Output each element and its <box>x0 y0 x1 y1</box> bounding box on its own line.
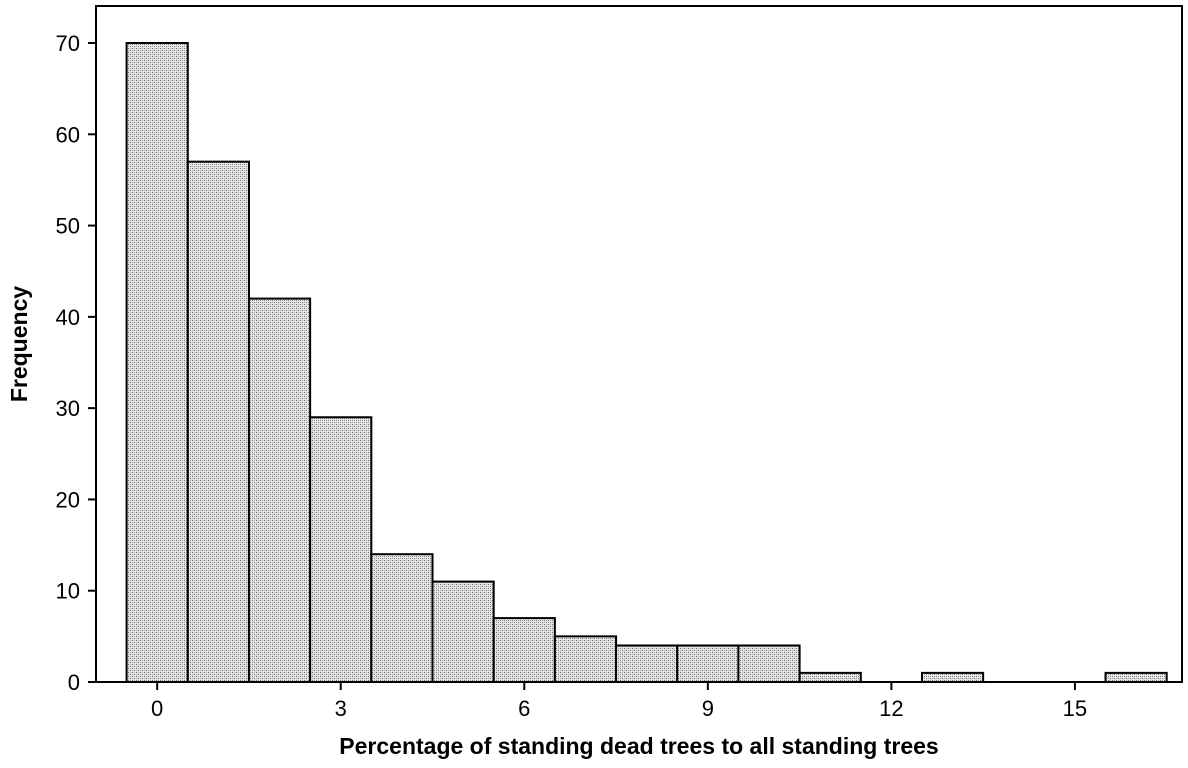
x-tick-label: 15 <box>1063 696 1087 721</box>
y-tick-label: 30 <box>56 396 80 421</box>
y-tick-label: 60 <box>56 122 80 147</box>
histogram-bar <box>676 644 740 684</box>
x-axis-title: Percentage of standing dead trees to all… <box>339 733 938 759</box>
plot-frame <box>95 5 1183 683</box>
y-tick-label: 10 <box>56 579 80 604</box>
y-axis-ticks: 0 10 20 30 40 50 60 70 <box>56 31 96 695</box>
x-tick-label: 6 <box>518 696 530 721</box>
y-tick-label: 50 <box>56 214 80 239</box>
histogram-bars <box>125 42 1168 684</box>
histogram-bar <box>370 553 434 684</box>
histogram-bar <box>431 580 495 683</box>
x-tick-label: 12 <box>879 696 903 721</box>
histogram-bar <box>247 297 312 683</box>
y-tick-label: 20 <box>56 487 80 512</box>
histogram-bar <box>186 160 250 683</box>
histogram-bar <box>125 42 189 683</box>
x-tick-label: 3 <box>335 696 347 721</box>
y-axis-title: Frequency <box>6 286 32 403</box>
x-tick-label: 0 <box>151 696 163 721</box>
histogram-bar <box>737 644 801 684</box>
x-tick-label: 9 <box>702 696 714 721</box>
histogram-bar <box>492 617 556 683</box>
y-tick-label: 40 <box>56 305 80 330</box>
y-tick-label: 70 <box>56 31 80 56</box>
histogram-bar <box>920 671 985 683</box>
x-axis-ticks: 0 3 6 9 12 15 <box>151 682 1087 721</box>
histogram-bar <box>1104 671 1168 683</box>
histogram-bar <box>615 644 679 684</box>
y-tick-label: 0 <box>68 670 80 695</box>
histogram-bar <box>798 671 862 683</box>
histogram-bar <box>309 416 373 683</box>
histogram-bar <box>553 635 618 683</box>
